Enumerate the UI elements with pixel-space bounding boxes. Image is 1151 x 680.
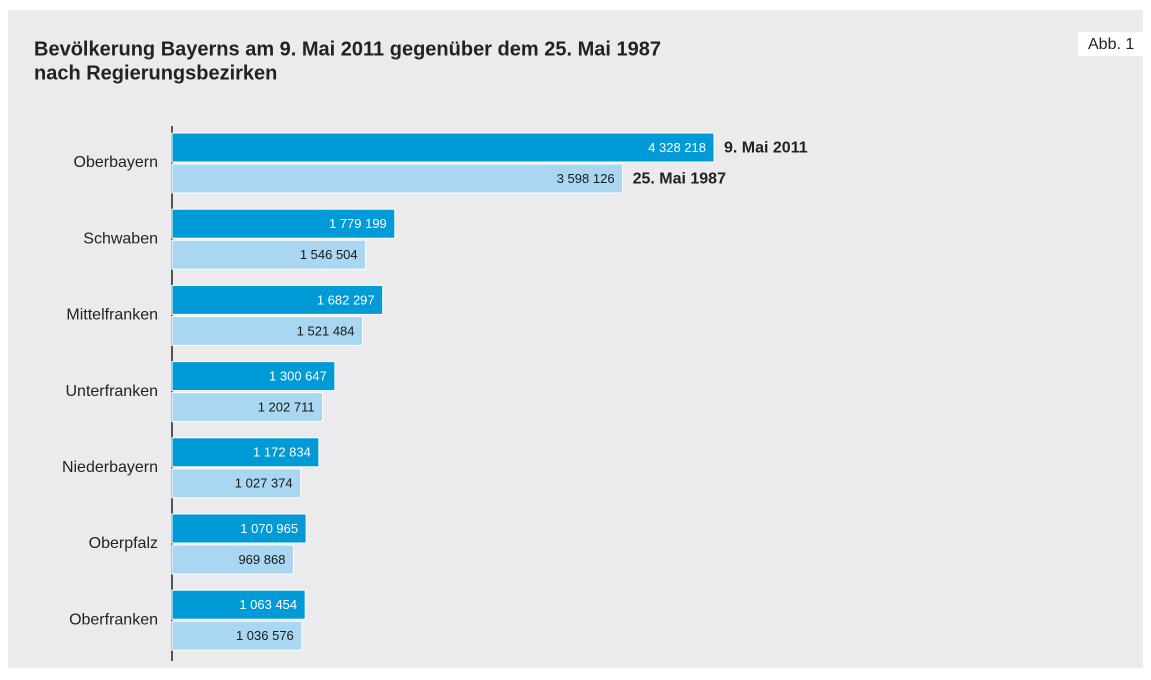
value-label: 1 202 711 <box>258 400 315 415</box>
category-label: Mittelfranken <box>66 307 158 324</box>
value-label: 1 300 647 <box>269 369 327 384</box>
bar <box>171 589 306 620</box>
value-label: 1 036 576 <box>236 628 294 643</box>
value-label: 1 070 965 <box>240 521 298 536</box>
bar <box>171 361 336 392</box>
value-label: 1 521 484 <box>297 323 355 338</box>
value-label: 1 682 297 <box>317 292 375 307</box>
bar <box>171 315 364 346</box>
chart-title: Bevölkerung Bayerns am 9. Mai 2011 gegen… <box>34 38 661 60</box>
figure-label-box <box>1078 32 1151 56</box>
bar <box>171 208 396 239</box>
category-label: Oberfranken <box>69 611 158 628</box>
bar <box>171 163 624 194</box>
legend-label: 9. Mai 2011 <box>724 140 808 157</box>
bar <box>171 620 303 651</box>
figure-label: Abb. 1 <box>1088 36 1134 53</box>
value-label: 1 172 834 <box>253 445 311 460</box>
bar <box>171 468 302 499</box>
value-label: 4 328 218 <box>648 140 706 155</box>
category-label: Oberbayern <box>74 154 159 171</box>
value-label: 1 063 454 <box>239 597 297 612</box>
bar <box>171 284 384 315</box>
category-label: Niederbayern <box>62 459 158 476</box>
bar <box>171 132 715 163</box>
bar <box>171 392 324 423</box>
value-label: 1 779 199 <box>329 216 387 231</box>
bar <box>171 544 294 575</box>
bar <box>171 513 307 544</box>
value-label: 969 868 <box>238 552 285 567</box>
category-label: Unterfranken <box>66 383 159 400</box>
value-label: 1 546 504 <box>300 247 358 262</box>
value-label: 1 027 374 <box>235 476 293 491</box>
chart-title: nach Regierungsbezirken <box>34 62 277 84</box>
bar <box>171 437 320 468</box>
category-label: Oberpfalz <box>89 535 158 552</box>
value-label: 3 598 126 <box>557 171 615 186</box>
bar <box>171 239 367 270</box>
legend-label: 25. Mai 1987 <box>633 171 727 188</box>
category-label: Schwaben <box>83 230 158 247</box>
